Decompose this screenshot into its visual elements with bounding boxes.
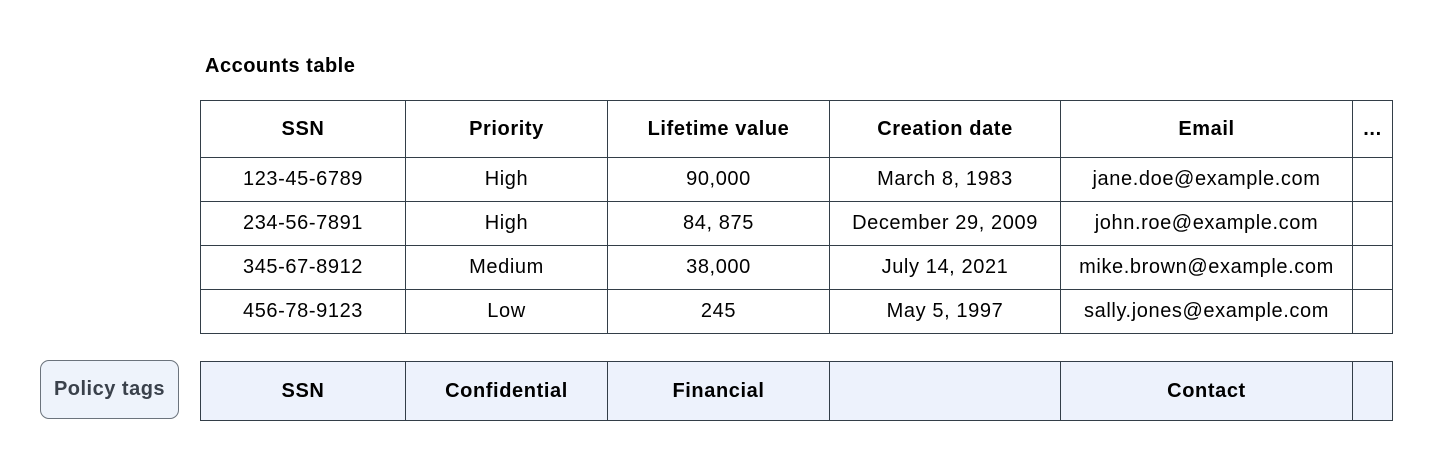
cell-email: john.roe@example.com xyxy=(1060,201,1353,246)
table-row: 123-45-6789 High 90,000 March 8, 1983 ja… xyxy=(200,157,1393,202)
table-row: 456-78-9123 Low 245 May 5, 1997 sally.jo… xyxy=(200,289,1393,334)
cell-priority: Medium xyxy=(405,245,608,290)
policy-tags-row: SSN Confidential Financial Contact xyxy=(200,361,1393,421)
policy-tags-label: Policy tags xyxy=(40,360,179,419)
cell-email: sally.jones@example.com xyxy=(1060,289,1353,334)
column-header-ssn: SSN xyxy=(200,100,406,158)
cell-creation-date: July 14, 2021 xyxy=(829,245,1061,290)
cell-priority: Low xyxy=(405,289,608,334)
column-header-email: Email xyxy=(1060,100,1353,158)
policy-tags-cells: SSN Confidential Financial Contact xyxy=(200,361,1393,421)
column-header-creation-date: Creation date xyxy=(829,100,1061,158)
column-header-priority: Priority xyxy=(405,100,608,158)
table-row: 234-56-7891 High 84, 875 December 29, 20… xyxy=(200,201,1393,246)
cell-priority: High xyxy=(405,157,608,202)
cell-email: jane.doe@example.com xyxy=(1060,157,1353,202)
policy-tag-empty xyxy=(829,361,1061,421)
accounts-table: SSN Priority Lifetime value Creation dat… xyxy=(200,100,1393,334)
table-row: 345-67-8912 Medium 38,000 July 14, 2021 … xyxy=(200,245,1393,290)
cell-creation-date: May 5, 1997 xyxy=(829,289,1061,334)
accounts-header-row: SSN Priority Lifetime value Creation dat… xyxy=(200,100,1393,158)
cell-lifetime-value: 38,000 xyxy=(607,245,830,290)
cell-lifetime-value: 84, 875 xyxy=(607,201,830,246)
cell-ssn: 456-78-9123 xyxy=(200,289,406,334)
cell-creation-date: March 8, 1983 xyxy=(829,157,1061,202)
policy-tag-confidential: Confidential xyxy=(405,361,608,421)
cell-lifetime-value: 90,000 xyxy=(607,157,830,202)
cell-ellipsis xyxy=(1352,289,1393,334)
column-header-lifetime-value: Lifetime value xyxy=(607,100,830,158)
cell-ellipsis xyxy=(1352,245,1393,290)
cell-ellipsis xyxy=(1352,201,1393,246)
cell-creation-date: December 29, 2009 xyxy=(829,201,1061,246)
policy-tags-label-text: Policy tags xyxy=(53,378,166,400)
column-header-ellipsis: ... xyxy=(1352,100,1393,158)
policy-tag-financial: Financial xyxy=(607,361,830,421)
policy-tag-empty xyxy=(1352,361,1393,421)
cell-ssn: 123-45-6789 xyxy=(200,157,406,202)
accounts-table-title: Accounts table xyxy=(205,55,356,77)
cell-ssn: 345-67-8912 xyxy=(200,245,406,290)
cell-ssn: 234-56-7891 xyxy=(200,201,406,246)
policy-tag-contact: Contact xyxy=(1060,361,1353,421)
cell-email: mike.brown@example.com xyxy=(1060,245,1353,290)
cell-lifetime-value: 245 xyxy=(607,289,830,334)
cell-priority: High xyxy=(405,201,608,246)
cell-ellipsis xyxy=(1352,157,1393,202)
policy-tag-ssn: SSN xyxy=(200,361,406,421)
